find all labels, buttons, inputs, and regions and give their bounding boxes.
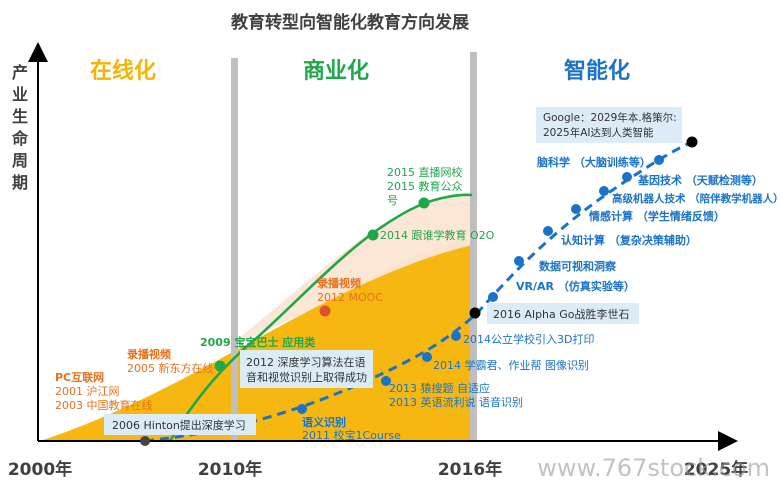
callout-text: 2025年AI达到人类智能: [543, 126, 654, 139]
label-recorded-video-2005: 录播视频 2005 新东方在线: [127, 347, 214, 375]
y-axis-char: 期: [12, 173, 28, 192]
label-title: PC互联网: [55, 370, 104, 384]
label-line: 2011 校宝1Course: [302, 428, 401, 442]
phase-online: 在线化: [90, 58, 156, 84]
marker-black-2016: [469, 307, 481, 319]
x-tick-2000: 2000年: [8, 459, 72, 480]
callout-text: 2016 Alpha Go战胜李世石: [493, 307, 630, 321]
y-axis-char: 命: [11, 129, 29, 148]
y-axis-label: 产 业 生 命 周 期: [11, 63, 29, 192]
phase-commercial: 商业化: [303, 58, 369, 84]
marker-mooc: [319, 305, 331, 317]
marker-green-2005: [214, 360, 226, 372]
label-green-2009: 2009 宝宝巴士 应用类: [200, 335, 316, 349]
label-line: 2015 教育公众: [387, 179, 463, 193]
marker-blue: [622, 172, 632, 182]
x-tick-2016: 2016年: [438, 459, 502, 480]
label-title: 语义识别: [302, 415, 346, 429]
label-line: 2001 沪江网: [55, 384, 120, 398]
label-title: 录播视频: [317, 276, 361, 290]
label-green-2014: 2014 跟谁学教育 O2O: [380, 228, 495, 242]
orange-area: [40, 245, 472, 441]
label-blue-semantic: 语义识别 2011 校宝1Course: [302, 415, 401, 442]
phase-intelligent: 智能化: [564, 58, 630, 84]
callout-google-2029: Google：2029年本.格策尔: 2025年AI达到人类智能: [536, 107, 682, 143]
marker-blue: [654, 155, 664, 165]
label-blue-cognitive: 认知计算 （复杂决策辅助）: [561, 233, 697, 247]
label-blue-affective: 情感计算 （学生情绪反馈）: [589, 209, 725, 223]
green-lifecycle-curve: [168, 193, 473, 442]
label-recorded-video-2012: 录播视频 2012 MOOC: [317, 276, 383, 304]
callout-text: 2012 深度学习算法在语: [246, 355, 366, 369]
watermark: www.767stock.com: [537, 454, 770, 482]
callout-text: 音和视觉识别上取得成功: [246, 370, 367, 384]
marker-green-2015: [418, 197, 430, 209]
marker-blue: [514, 256, 524, 266]
label-blue-vr-ar: VR/AR （仿真实验等）: [516, 279, 635, 293]
label-title: 录播视频: [127, 347, 171, 361]
y-axis-char: 产: [12, 63, 28, 82]
marker-blue: [543, 226, 553, 236]
label-blue-robotics: 高级机器人技术 （陪伴教学机器人）: [612, 192, 783, 205]
marker-black-2025: [686, 136, 698, 148]
marker-blue: [451, 331, 461, 341]
label-blue-2013: 2013 猿搜题 自适应 2013 英语流利说 语音识别: [389, 381, 523, 409]
marker-blue: [422, 352, 432, 362]
marker-blue: [381, 376, 391, 386]
label-blue-data-vis: 数据可视和洞察: [539, 259, 617, 273]
marker-green-2014: [367, 229, 379, 241]
label-pc-internet: PC互联网 2001 沪江网 2003 中国教育在线: [55, 370, 153, 412]
label-line: 2013 英语流利说 语音识别: [389, 395, 523, 409]
diagram-title: 教育转型向智能化教育方向发展: [230, 12, 469, 33]
y-axis-char: 周: [12, 151, 28, 170]
marker-blue: [571, 204, 581, 214]
marker-blue: [599, 186, 609, 196]
marker-black-2006: [140, 436, 150, 446]
label-line: 2012 MOOC: [317, 291, 383, 304]
label-line: 2003 中国教育在线: [55, 398, 153, 412]
y-axis-char: 生: [12, 107, 28, 126]
callout-2012-deep-learning: 2012 深度学习算法在语 音和视觉识别上取得成功: [240, 350, 373, 388]
x-tick-2025: 2025年: [684, 459, 748, 480]
marker-blue: [488, 292, 498, 302]
label-blue-gene: 基因技术 （天赋检测等）: [637, 173, 763, 187]
marker-blue: [297, 404, 307, 414]
label-blue-2014-image: 2014 学霸君、作业帮 图像识别: [433, 358, 589, 372]
label-blue-2014-3d: 2014公立学校引入3D打印: [463, 332, 594, 346]
divider-2016: [470, 52, 477, 441]
label-blue-brain: 脑科学 （大脑训练等）: [537, 155, 651, 169]
label-line: 2015 直播网校: [387, 165, 463, 179]
y-axis-char: 业: [12, 85, 28, 104]
callout-2016-alphago: 2016 Alpha Go战胜李世石: [487, 303, 639, 324]
callout-text: Google：2029年本.格策尔:: [543, 111, 677, 124]
label-line: 2005 新东方在线: [127, 361, 214, 375]
label-line: 2013 猿搜题 自适应: [389, 381, 490, 395]
callout-2006-hinton: 2006 Hinton提出深度学习: [104, 414, 256, 435]
divider-2010: [231, 58, 238, 441]
label-line: 号: [387, 194, 398, 207]
x-tick-2010: 2010年: [198, 459, 262, 480]
label-green-2015: 2015 直播网校 2015 教育公众 号: [387, 165, 463, 207]
callout-text: 2006 Hinton提出深度学习: [112, 418, 246, 432]
